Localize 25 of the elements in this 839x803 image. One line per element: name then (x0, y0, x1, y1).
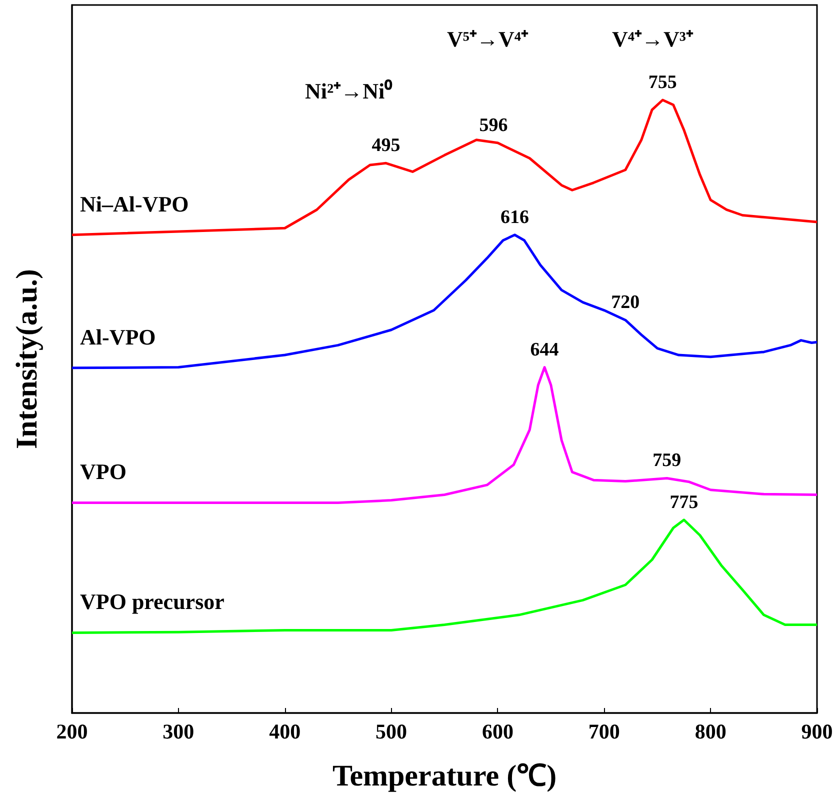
series-label: VPO (80, 459, 126, 484)
annotation: 775 (670, 492, 698, 513)
x-tick-label: 500 (376, 720, 408, 744)
y-axis-title: Intensity(a.u.) (10, 268, 44, 450)
x-tick-label: 400 (269, 720, 301, 744)
x-tick-label: 300 (162, 720, 194, 744)
text: V⁵⁺→V⁴⁺ (447, 26, 529, 52)
x-axis-title: Temperature (℃) (332, 760, 557, 792)
annotation: 755 (648, 72, 677, 94)
annotation: 644 (530, 339, 560, 360)
annotation: 720 (611, 292, 640, 314)
text: V⁴⁺→V³⁺ (612, 26, 694, 52)
annotation: 616 (500, 206, 529, 228)
series-label: VPO precursor (80, 589, 225, 614)
x-tick-label: 700 (588, 720, 620, 744)
annotation: 495 (372, 135, 400, 156)
series-label: Al-VPO (80, 324, 156, 350)
series-label: Ni–Al-VPO (80, 191, 189, 216)
annotation: Ni²⁺→Ni⁰ (305, 78, 393, 104)
annotation: 759 (652, 450, 682, 472)
x-tick-label: 200 (56, 720, 88, 744)
x-tick-label: 800 (694, 720, 726, 744)
x-tick-label: 600 (482, 720, 514, 744)
x-tick-label: 900 (801, 720, 833, 744)
annotation: 596 (479, 114, 508, 136)
